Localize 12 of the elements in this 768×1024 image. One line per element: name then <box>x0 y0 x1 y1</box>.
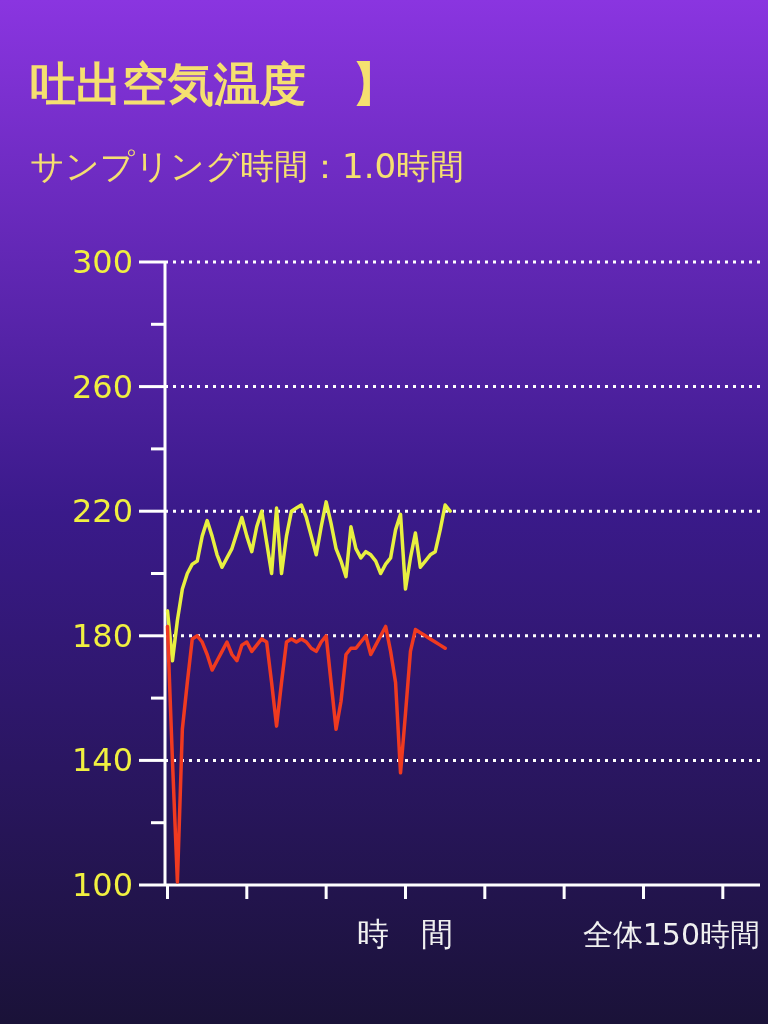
line-series <box>165 624 447 884</box>
y-tick-label: 260 <box>71 367 133 406</box>
y-tick-label: 100 <box>71 866 133 904</box>
y-tick-label: 300 <box>71 243 133 281</box>
x-axis-title: 時 間 <box>357 915 453 953</box>
chart-title: 吐出空気温度 】 <box>30 57 398 111</box>
y-tick-label: 180 <box>71 616 133 655</box>
y-tick-label: 220 <box>71 492 133 531</box>
chart-subtitle: サンプリング時間：1.0時間 <box>30 146 465 186</box>
text: 全体150時間 <box>582 917 760 952</box>
line-series <box>165 500 452 663</box>
y-tick-label: 140 <box>71 741 133 780</box>
